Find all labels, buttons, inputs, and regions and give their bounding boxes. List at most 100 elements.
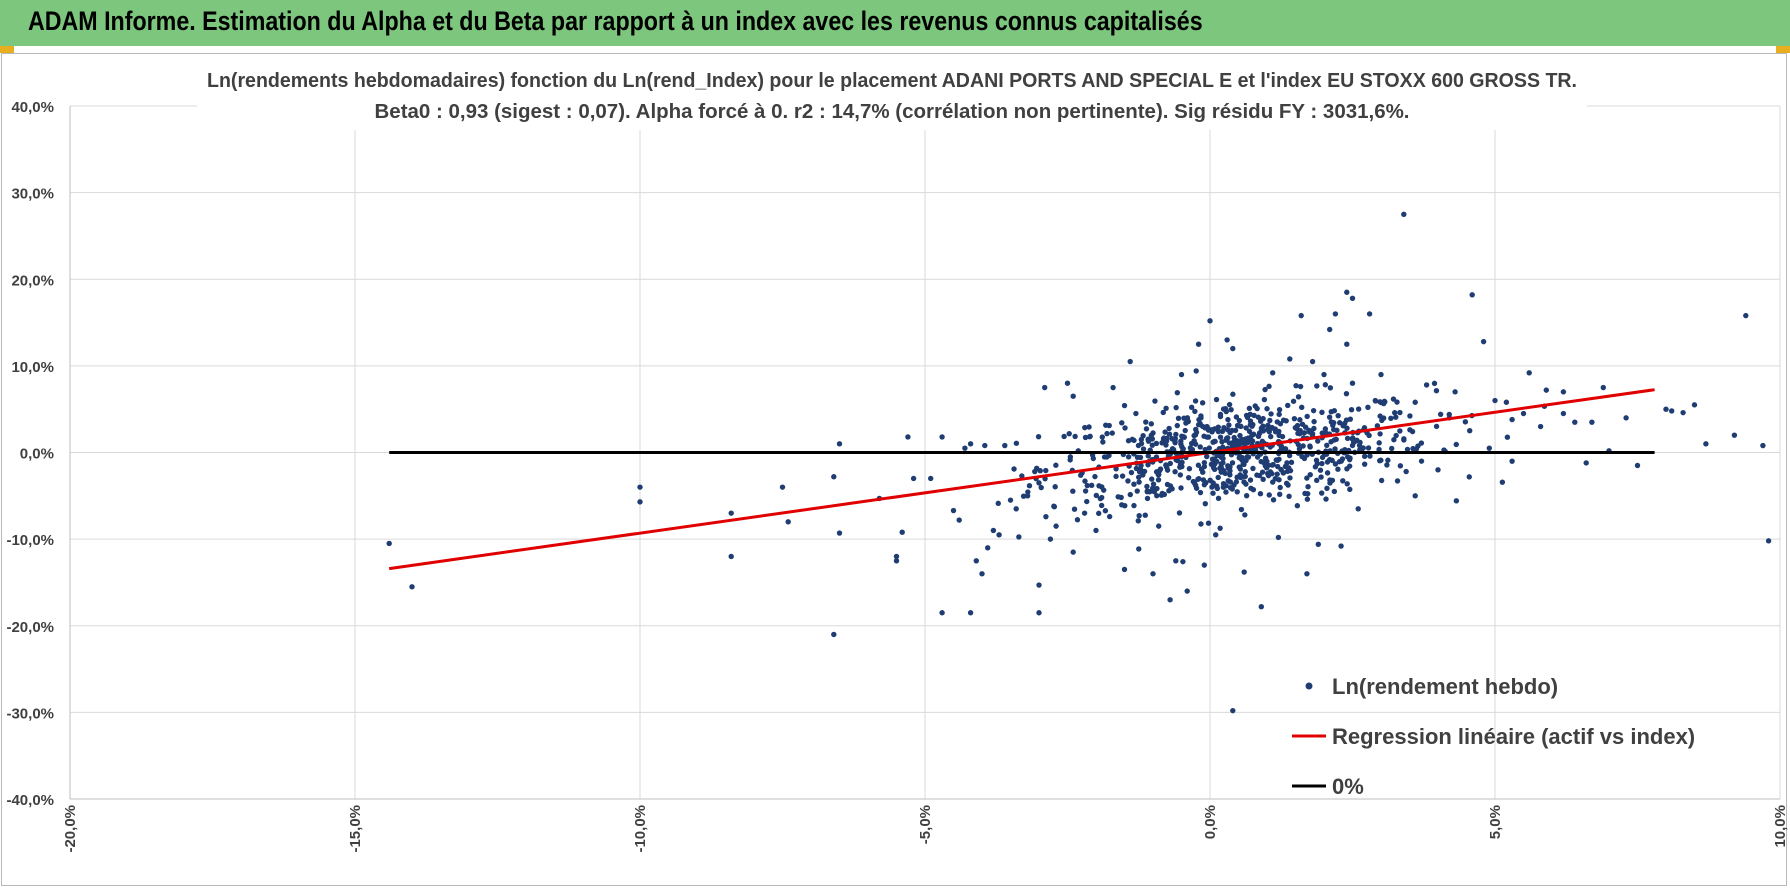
data-point xyxy=(1290,398,1297,404)
data-point xyxy=(1007,497,1014,503)
data-point xyxy=(1324,442,1330,448)
data-point xyxy=(1217,413,1224,420)
data-point xyxy=(1002,442,1008,449)
data-point xyxy=(1254,405,1260,412)
data-point xyxy=(1229,460,1236,466)
data-point xyxy=(1099,434,1106,440)
data-point xyxy=(1135,518,1141,524)
data-point xyxy=(1177,472,1184,478)
data-point xyxy=(1452,389,1458,395)
data-point xyxy=(1385,457,1391,463)
data-point xyxy=(1272,475,1279,482)
data-point xyxy=(1304,571,1310,577)
data-point xyxy=(1227,429,1233,436)
data-point xyxy=(1174,389,1181,396)
data-point xyxy=(1731,432,1738,438)
chart-subtitle: Beta0 : 0,93 (sigest : 0,07). Alpha forc… xyxy=(375,101,1410,123)
data-point xyxy=(1224,337,1230,343)
data-point xyxy=(1307,472,1313,478)
data-point xyxy=(1140,446,1147,452)
data-point xyxy=(1245,435,1251,441)
data-point xyxy=(1136,479,1142,485)
data-point xyxy=(1293,382,1299,389)
data-point xyxy=(1133,410,1139,417)
data-point xyxy=(1205,426,1212,432)
data-point xyxy=(1196,476,1202,482)
data-point xyxy=(1093,527,1099,534)
data-point xyxy=(1391,437,1397,443)
data-point xyxy=(1297,383,1304,390)
x-tick-label: 0,0% xyxy=(1202,805,1219,839)
data-point xyxy=(1038,484,1044,491)
data-point xyxy=(1270,370,1276,376)
data-point xyxy=(1259,469,1266,475)
data-point xyxy=(1214,458,1220,465)
data-point xyxy=(1423,382,1430,388)
data-point xyxy=(1251,412,1257,419)
data-point xyxy=(979,571,985,577)
data-point xyxy=(1486,445,1493,451)
legend-marker-points xyxy=(1305,682,1313,690)
data-point xyxy=(1266,383,1272,390)
data-point xyxy=(1418,458,1425,464)
data-point xyxy=(1154,485,1160,492)
data-point xyxy=(1276,428,1282,435)
data-point xyxy=(1109,430,1115,436)
data-point xyxy=(1125,454,1132,460)
data-point xyxy=(1270,497,1277,503)
x-tick-label: -20,0% xyxy=(62,805,79,853)
data-point xyxy=(1052,484,1058,490)
data-point xyxy=(1340,478,1346,484)
data-point xyxy=(1230,391,1236,397)
data-point xyxy=(1173,431,1179,438)
data-point xyxy=(1204,453,1210,460)
data-point xyxy=(1125,438,1132,444)
data-point xyxy=(831,474,837,480)
data-point xyxy=(1261,396,1268,403)
data-point xyxy=(1344,341,1350,347)
data-point xyxy=(1276,432,1282,439)
data-point xyxy=(1223,436,1230,442)
data-point xyxy=(1480,338,1487,345)
data-point xyxy=(982,442,988,449)
data-point xyxy=(1334,427,1340,434)
data-point xyxy=(1509,458,1515,464)
data-point xyxy=(1326,414,1333,420)
data-point xyxy=(899,529,905,535)
data-point xyxy=(1236,417,1243,424)
data-point xyxy=(1329,457,1335,464)
data-point xyxy=(1360,445,1366,451)
data-point xyxy=(1084,498,1090,505)
data-point xyxy=(1331,437,1338,443)
regression-line xyxy=(388,388,1655,571)
data-point xyxy=(1283,480,1290,487)
data-point xyxy=(1186,466,1193,472)
data-point xyxy=(1201,463,1208,470)
y-tick-label: 10,0% xyxy=(11,359,54,376)
data-point xyxy=(1187,445,1194,451)
data-point xyxy=(1309,358,1316,365)
data-point xyxy=(1299,453,1305,460)
data-point xyxy=(1492,397,1498,404)
data-point xyxy=(1198,413,1204,419)
data-point xyxy=(1242,512,1248,518)
data-point xyxy=(1242,469,1248,475)
chart-area: 40,0% 30,0% 20,0% 10,0% 0,0% -10,0% -20,0% -30,… xyxy=(1,53,1788,886)
x-tick-label: 10,0% xyxy=(1772,805,1788,848)
data-point xyxy=(1016,534,1022,540)
data-point xyxy=(779,484,786,490)
data-point xyxy=(1297,417,1303,423)
data-point xyxy=(1338,458,1345,464)
data-point xyxy=(1201,562,1208,568)
data-point xyxy=(1335,412,1341,419)
data-point xyxy=(1106,452,1112,459)
data-point xyxy=(1205,434,1212,440)
data-point xyxy=(1327,385,1334,391)
data-point xyxy=(1680,409,1686,416)
data-point xyxy=(1163,438,1170,444)
data-point xyxy=(1329,477,1336,484)
data-point xyxy=(1234,422,1241,429)
data-point xyxy=(1241,479,1247,485)
data-point xyxy=(1013,506,1019,512)
data-point xyxy=(1504,434,1511,440)
